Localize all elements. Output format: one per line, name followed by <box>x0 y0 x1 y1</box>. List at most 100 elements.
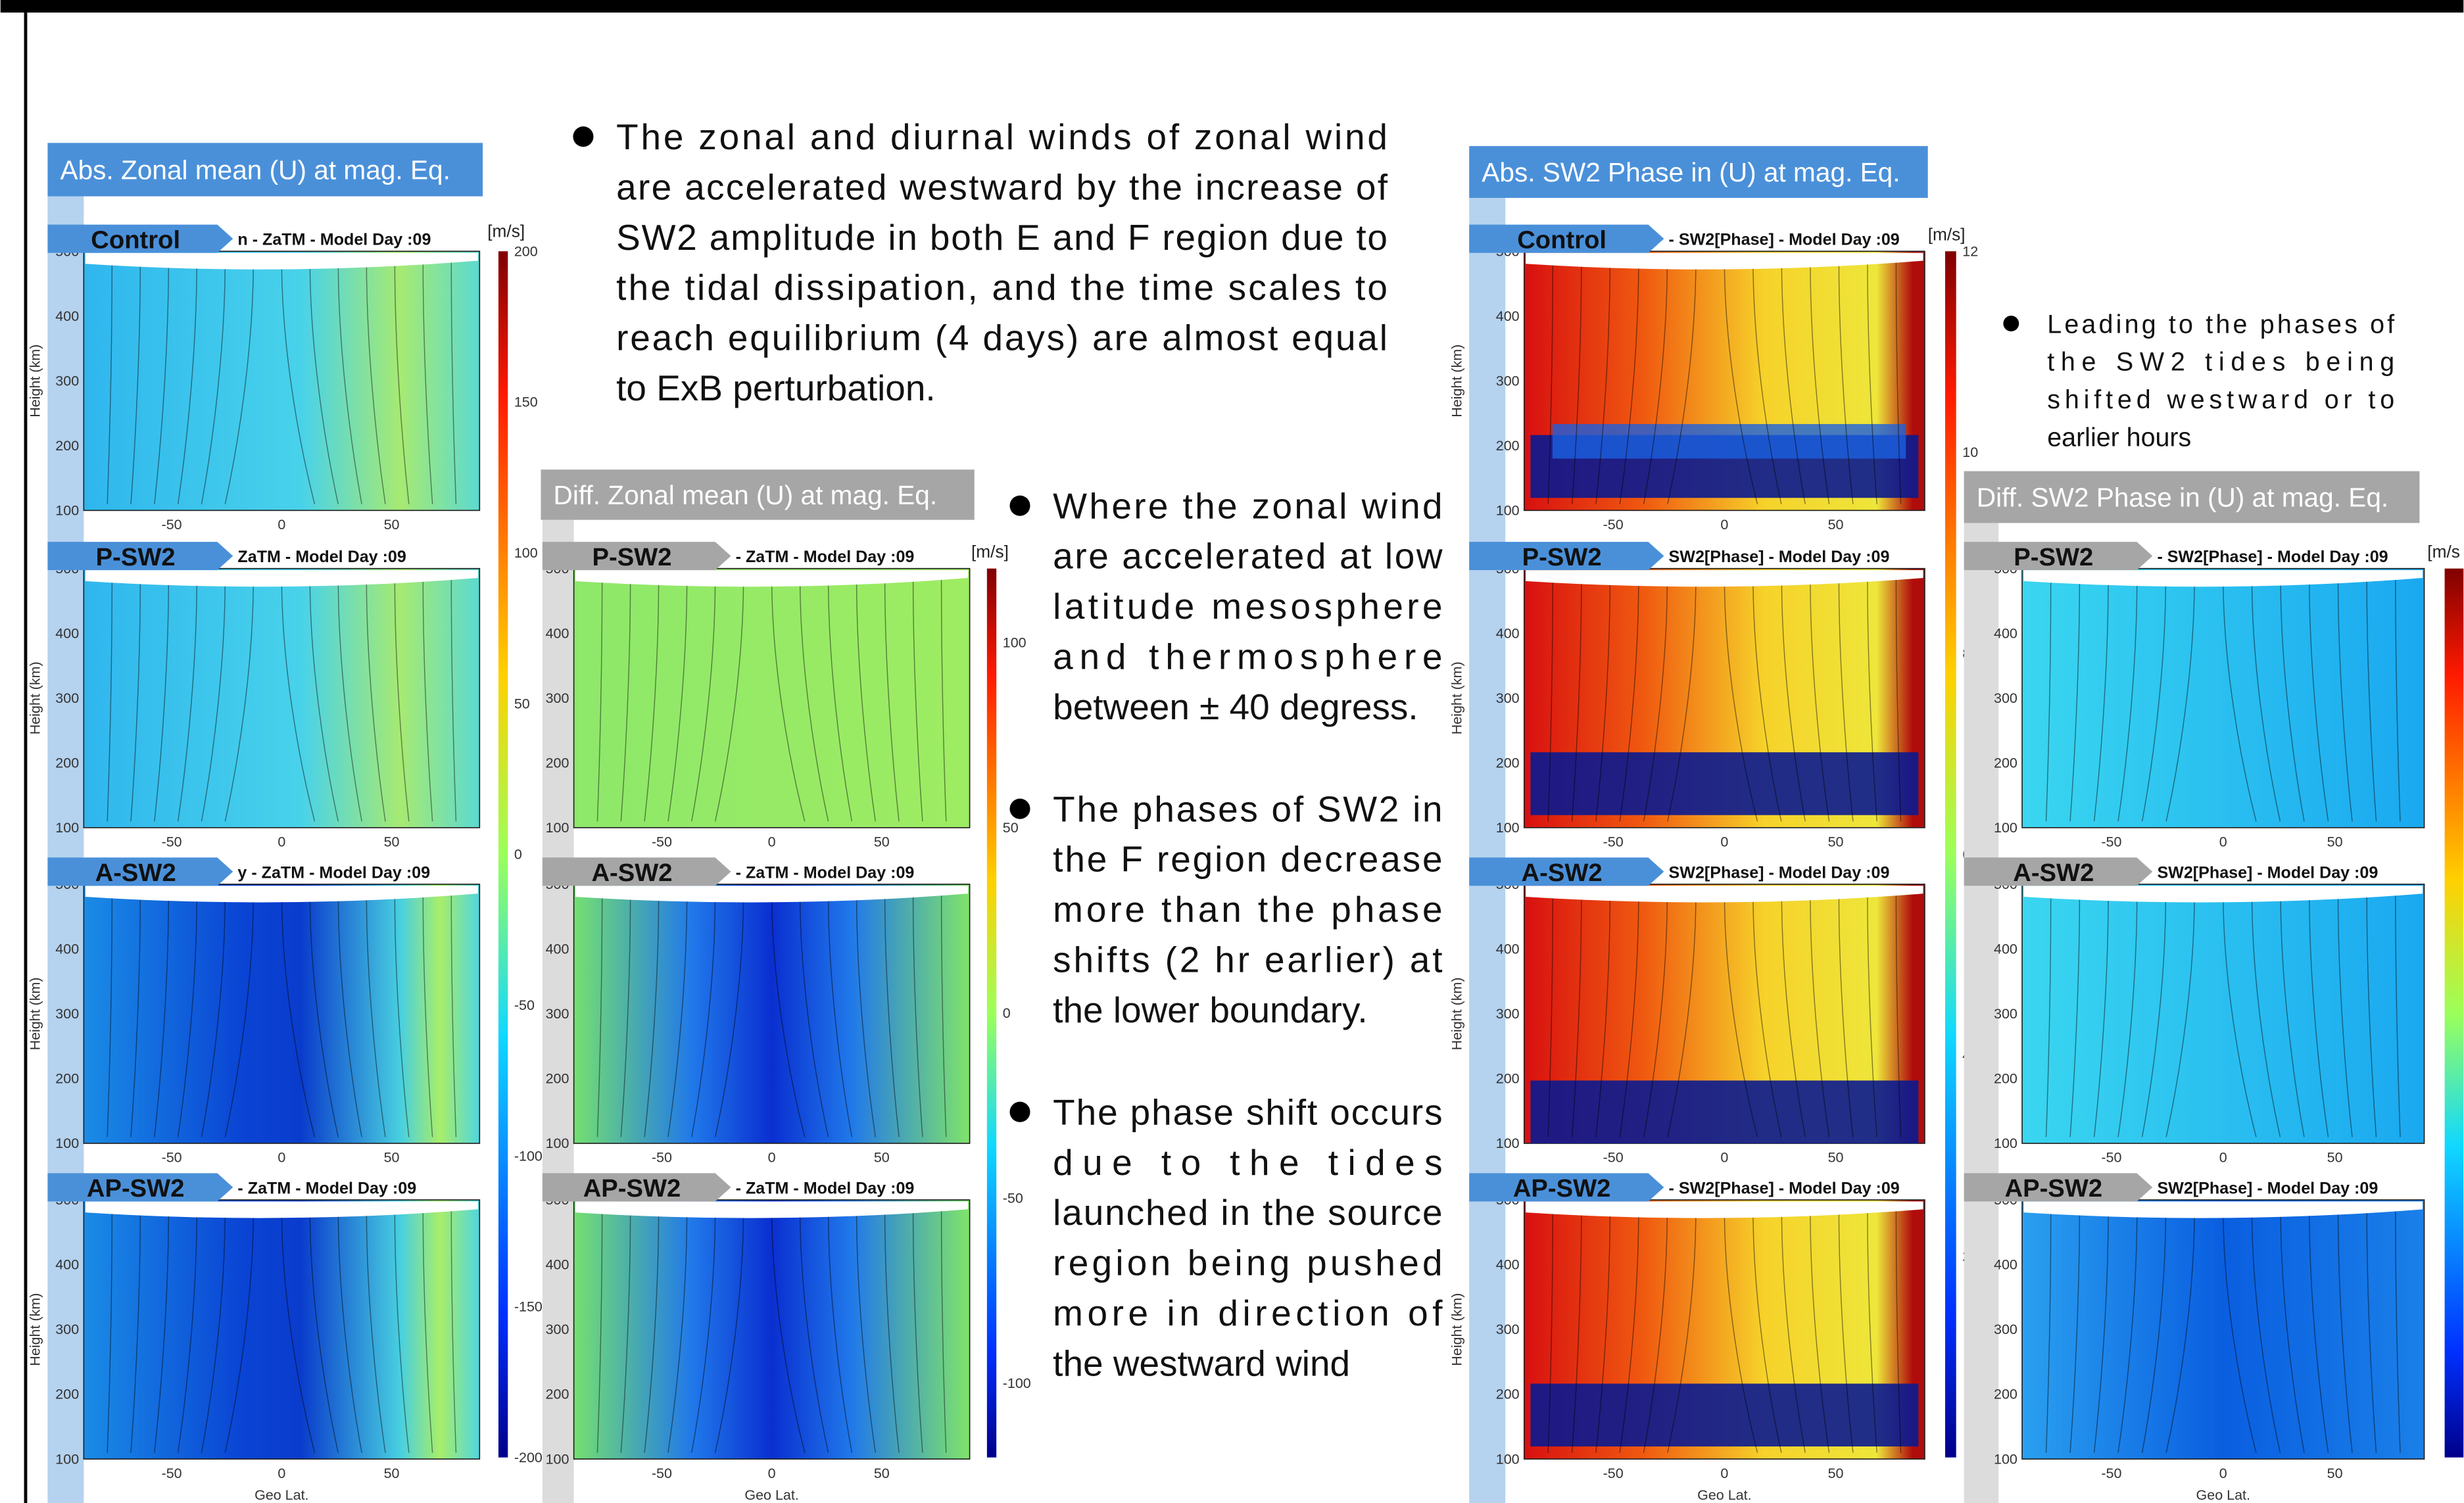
x-tick-label: 0 <box>1720 517 1728 533</box>
contour-line <box>1724 1209 1758 1453</box>
contour-line <box>281 1209 316 1453</box>
contour-plot <box>573 1199 971 1460</box>
bullet-dot <box>1009 798 1030 819</box>
contour-line <box>2337 1209 2353 1453</box>
contour-line <box>2366 1209 2377 1453</box>
contour-line <box>1547 260 1554 504</box>
contour-line <box>309 260 339 504</box>
panel-label: P-SW2 <box>1522 543 1602 571</box>
x-tick-label: -50 <box>2101 1150 2121 1166</box>
contour-band <box>1530 752 1919 815</box>
contour-line <box>394 1209 410 1453</box>
panel-label: Control <box>1517 226 1606 254</box>
plot-cap <box>85 570 478 587</box>
contour-line <box>2069 1209 2081 1453</box>
x-tick-label: -50 <box>162 1466 182 1481</box>
bullet-line: to ExB perturbation. <box>616 368 936 408</box>
y-tick-label: 100 <box>1994 1135 2017 1151</box>
contour-line <box>596 578 603 822</box>
y-tick-label: 300 <box>546 690 569 706</box>
contour-line <box>177 1209 198 1453</box>
contour-line <box>1724 578 1758 822</box>
contour-line <box>366 260 386 504</box>
x-tick-label: 50 <box>384 834 400 850</box>
bullet-line: the westward wind <box>1053 1343 1350 1384</box>
contour-line <box>1667 1209 1697 1453</box>
contour-line <box>309 578 339 822</box>
bullet-line: SW2 amplitude in both E and F region due… <box>616 217 1388 258</box>
contour-line <box>714 1209 744 1453</box>
contour-line <box>1547 1209 1554 1453</box>
y-tick-label: 100 <box>1994 1451 2017 1467</box>
y-tick-label: 100 <box>1994 820 2017 836</box>
contour-line <box>827 894 853 1137</box>
panel-tab <box>542 1173 731 1202</box>
contour-line <box>1667 578 1697 822</box>
contour-line <box>1810 1209 1830 1453</box>
x-tick-label: 50 <box>2327 1150 2343 1166</box>
y-tick-label: 300 <box>55 1322 79 1337</box>
colorbar-tick: 0 <box>1003 1005 1011 1021</box>
contour-line <box>2045 578 2052 822</box>
x-tick-label: -50 <box>1603 1466 1624 1481</box>
plot-cap <box>1526 1201 1923 1218</box>
contour-line <box>1667 260 1697 504</box>
colorbar-tick: -100 <box>1003 1375 1031 1391</box>
contour-line <box>224 578 254 822</box>
colorbar <box>498 251 508 1458</box>
y-axis-label: Height (km) <box>1449 661 1464 734</box>
y-tick-label: 300 <box>55 1006 79 1022</box>
x-tick-label: -50 <box>1603 834 1624 850</box>
y-tick-label: 100 <box>546 1135 569 1151</box>
y-tick-label: 400 <box>1496 625 1520 641</box>
contour-line <box>154 1209 170 1453</box>
contour-line <box>2309 578 2329 822</box>
y-tick-label: 200 <box>1994 755 2017 771</box>
contour-line <box>1867 894 1877 1137</box>
y-tick-label: 300 <box>546 1322 569 1337</box>
contour-line <box>1838 260 1854 504</box>
y-tick-label: 200 <box>1496 1071 1520 1087</box>
panel-label: Control <box>91 226 180 254</box>
contour-line <box>1595 1209 1611 1453</box>
panel-tab <box>47 224 233 253</box>
contour-line <box>1752 260 1782 504</box>
y-tick-label: 200 <box>546 1387 569 1402</box>
plot-title: SW2[Phase] - Model Day :09 <box>2157 1179 2378 1197</box>
bullet-dot <box>573 126 594 147</box>
contour-line <box>620 1209 631 1453</box>
plot-title: - ZaTM - Model Day :09 <box>736 863 915 882</box>
contour-line <box>450 578 457 822</box>
y-tick-label: 300 <box>1496 1006 1520 1022</box>
plot-cap <box>575 1201 969 1218</box>
contour-line <box>827 1209 853 1453</box>
bullet-line: The phases of SW2 in <box>1053 788 1442 829</box>
contour-line <box>107 1209 113 1453</box>
contour-line <box>1810 578 1830 822</box>
contour-line <box>2366 578 2377 822</box>
y-tick-label: 300 <box>1994 690 2017 706</box>
bullet-line: latitude mesosphere <box>1053 586 1442 627</box>
contour-line <box>856 1209 876 1453</box>
contour-band <box>1530 1383 1919 1447</box>
y-tick-label: 400 <box>1994 625 2017 641</box>
contour-line <box>1752 1209 1782 1453</box>
bullet-line: reach equilibrium (4 days) are almost eq… <box>616 318 1388 358</box>
y-axis-label: Height (km) <box>27 345 43 418</box>
contour-line <box>1667 894 1697 1137</box>
contour-line <box>2337 578 2353 822</box>
x-tick-label: 50 <box>874 834 890 850</box>
y-tick-label: 400 <box>55 1257 79 1273</box>
contour-line <box>2251 578 2281 822</box>
bullet-line: shifted westward or to <box>2047 385 2394 414</box>
panel-label: AP-SW2 <box>583 1174 681 1203</box>
contour-line <box>2117 1209 2138 1453</box>
contour-line <box>177 894 198 1137</box>
section-title-box <box>47 143 483 197</box>
plot-title: SW2[Phase] - Model Day :09 <box>1669 548 1890 566</box>
y-tick-label: 400 <box>1496 1257 1520 1273</box>
contour-line <box>1595 894 1611 1137</box>
bullet-line: earlier hours <box>2047 423 2191 452</box>
contour-line <box>1643 260 1668 504</box>
